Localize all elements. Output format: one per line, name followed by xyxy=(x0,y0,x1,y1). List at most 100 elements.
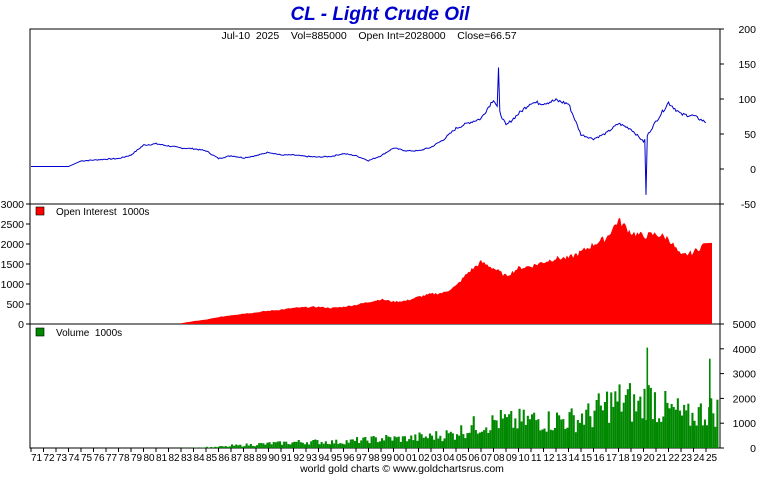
price-axis-tick-label: 100 xyxy=(738,94,756,106)
x-tick-label: 84 xyxy=(194,453,206,464)
volume-bar xyxy=(569,412,571,448)
volume-bar xyxy=(289,444,291,448)
volume-bar xyxy=(644,389,646,448)
volume-bar xyxy=(621,412,623,448)
x-tick-label: 88 xyxy=(244,453,256,464)
oi-axis-tick-label: 1500 xyxy=(1,259,25,271)
volume-bar xyxy=(633,394,635,448)
volume-bar xyxy=(527,416,529,448)
volume-bar xyxy=(600,406,602,449)
volume-bar xyxy=(248,446,250,449)
volume-bar xyxy=(662,417,664,449)
x-tick-label: 72 xyxy=(44,453,56,464)
volume-bar xyxy=(681,416,683,449)
volume-bar xyxy=(608,423,610,448)
volume-bar xyxy=(612,407,614,448)
x-tick-label: 85 xyxy=(206,453,218,464)
x-tick-label: 71 xyxy=(31,453,43,464)
volume-bar xyxy=(716,400,718,448)
x-tick-label: 80 xyxy=(144,453,156,464)
volume-bar xyxy=(525,425,527,448)
volume-bar xyxy=(531,414,533,448)
volume-bar xyxy=(285,442,287,448)
volume-bar xyxy=(498,428,500,448)
volume-bar xyxy=(423,438,425,448)
volume-bar xyxy=(596,400,598,448)
volume-bar xyxy=(448,433,450,448)
volume-bar xyxy=(625,395,627,448)
volume-bar xyxy=(529,419,531,448)
volume-bar xyxy=(456,434,458,448)
volume-bar xyxy=(566,428,568,448)
volume-bar xyxy=(439,436,441,448)
x-tick-label: 20 xyxy=(644,453,656,464)
price-axis-tick-label: 50 xyxy=(744,129,756,141)
volume-bar xyxy=(694,421,696,448)
volume-bar xyxy=(287,444,289,448)
volume-bar xyxy=(635,411,637,448)
volume-bar xyxy=(491,415,493,448)
volume-bar xyxy=(627,389,629,448)
volume-bar xyxy=(485,427,487,448)
volume-bar xyxy=(673,407,675,448)
volume-bar xyxy=(519,409,521,448)
volume-bar xyxy=(581,414,583,449)
volume-bar xyxy=(296,442,298,448)
volume-bar xyxy=(354,441,356,448)
volume-bar xyxy=(629,383,631,448)
volume-bar xyxy=(604,402,606,448)
volume-bar xyxy=(408,439,410,448)
volume-bar xyxy=(266,443,268,448)
oi-legend-swatch xyxy=(36,207,44,215)
volume-bar xyxy=(410,436,412,449)
volume-bar xyxy=(671,404,673,448)
volume-bar xyxy=(271,444,273,448)
volume-bar xyxy=(577,420,579,448)
volume-bar xyxy=(483,430,485,448)
x-tick-label: 75 xyxy=(81,453,93,464)
volume-bar xyxy=(377,442,379,448)
volume-bar xyxy=(214,447,216,448)
volume-bar xyxy=(704,420,706,449)
volume-bar xyxy=(510,411,512,448)
volume-bar xyxy=(512,428,514,448)
x-tick-label: 90 xyxy=(269,453,281,464)
volume-bar xyxy=(283,442,285,448)
volume-bar xyxy=(360,440,362,448)
volume-bar xyxy=(677,398,679,448)
volume-bar xyxy=(669,408,671,448)
volume-bar xyxy=(406,441,408,448)
x-tick-label: 12 xyxy=(544,453,556,464)
volume-bar xyxy=(666,403,668,448)
x-tick-label: 89 xyxy=(256,453,268,464)
volume-bar xyxy=(687,404,689,448)
volume-bar xyxy=(698,407,700,448)
volume-bar xyxy=(614,391,616,448)
volume-bar xyxy=(400,442,402,448)
oi-axis-tick-label: 3000 xyxy=(1,199,25,211)
volume-bar xyxy=(689,426,691,448)
volume-bar xyxy=(706,425,708,448)
volume-bar xyxy=(252,446,254,448)
volume-bar xyxy=(221,446,223,448)
volume-bar xyxy=(494,420,496,448)
x-tick-label: 16 xyxy=(594,453,606,464)
volume-bar xyxy=(385,435,387,448)
volume-bar xyxy=(452,433,454,448)
volume-bar xyxy=(323,444,325,448)
volume-bar xyxy=(521,422,523,449)
volume-bar xyxy=(583,425,585,448)
volume-bar xyxy=(210,447,212,448)
volume-bar xyxy=(379,441,381,448)
volume-bar xyxy=(321,442,323,448)
volume-bar xyxy=(394,436,396,448)
volume-bar xyxy=(306,442,308,448)
price-axis-tick-label: -50 xyxy=(741,199,756,211)
volume-bar xyxy=(239,445,241,448)
volume-bar xyxy=(373,436,375,448)
volume-bar xyxy=(369,443,371,448)
volume-bar xyxy=(606,392,608,448)
volume-bar xyxy=(664,391,666,448)
volume-bar xyxy=(235,445,237,449)
volume-bar xyxy=(594,411,596,448)
